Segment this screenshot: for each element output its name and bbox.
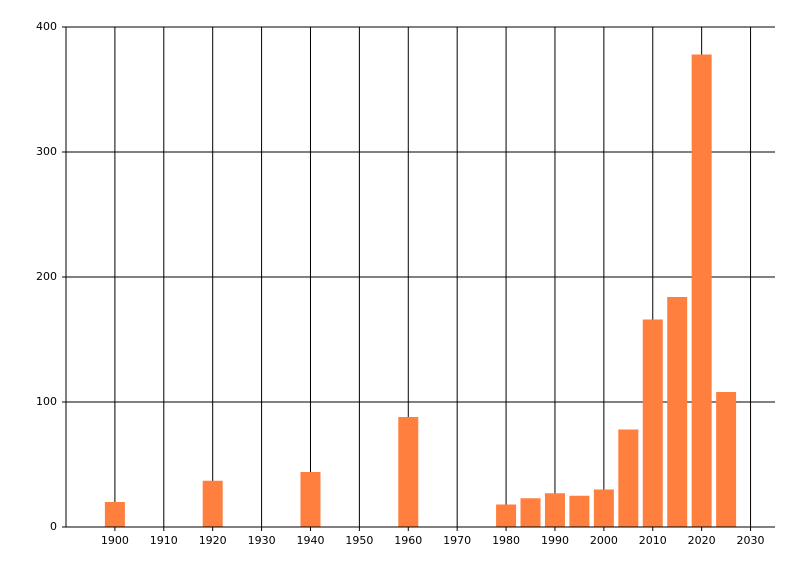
bar	[618, 429, 639, 527]
bar	[398, 417, 419, 527]
bar	[202, 480, 223, 527]
bar	[593, 489, 614, 527]
x-tick-label: 1920	[199, 534, 227, 547]
y-tick-label: 200	[36, 270, 57, 283]
x-tick-label: 1930	[248, 534, 276, 547]
x-tick-label: 1910	[150, 534, 178, 547]
x-tick-label: 1990	[541, 534, 569, 547]
x-tick-label: 1980	[492, 534, 520, 547]
bar	[544, 493, 565, 527]
x-tick-label: 1900	[101, 534, 129, 547]
bar	[569, 495, 590, 527]
bar	[716, 392, 737, 527]
x-tick-label: 1940	[296, 534, 324, 547]
bar	[667, 297, 688, 527]
y-tick-label: 100	[36, 395, 57, 408]
x-tick-label: 2030	[737, 534, 765, 547]
x-tick-label: 1950	[345, 534, 373, 547]
x-tick-label: 2020	[688, 534, 716, 547]
bar	[496, 504, 517, 527]
bar	[300, 472, 321, 527]
y-tick-label: 300	[36, 145, 57, 158]
x-tick-label: 2000	[590, 534, 618, 547]
x-tick-label: 1970	[443, 534, 471, 547]
bar	[642, 319, 663, 527]
bar	[691, 54, 712, 527]
y-tick-label: 400	[36, 20, 57, 33]
bar	[520, 498, 541, 527]
y-tick-label: 0	[50, 520, 57, 533]
bar	[104, 502, 125, 527]
x-tick-label: 2010	[639, 534, 667, 547]
x-tick-label: 1960	[394, 534, 422, 547]
